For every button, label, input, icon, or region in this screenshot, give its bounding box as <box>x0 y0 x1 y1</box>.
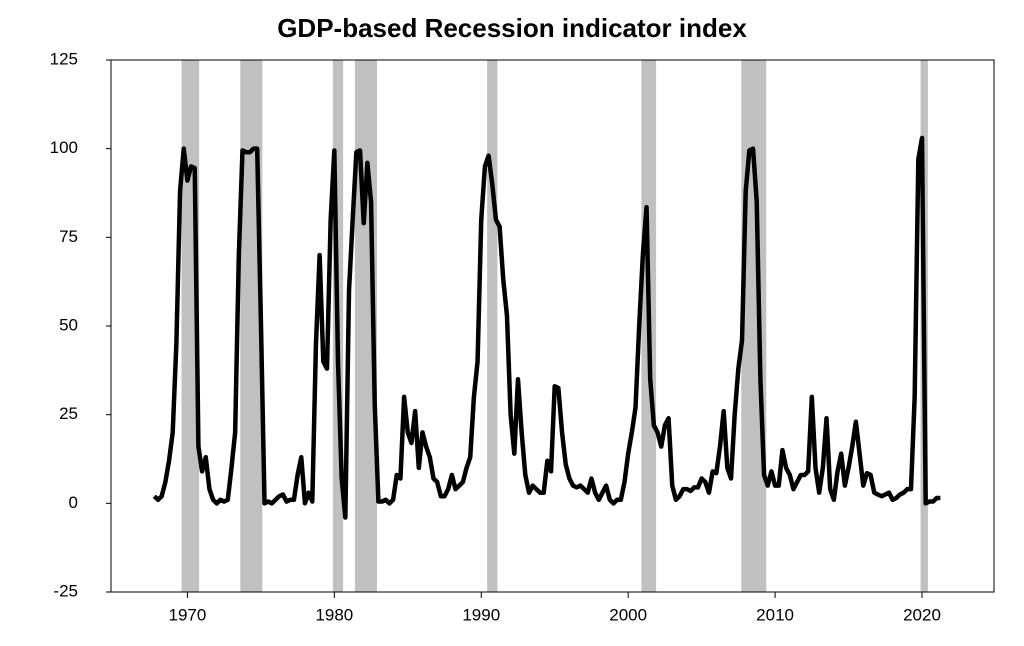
x-tick-label: 1980 <box>315 605 353 624</box>
recession-band <box>487 60 498 592</box>
x-tick-label: 2010 <box>756 605 794 624</box>
recession-band <box>741 60 767 592</box>
y-tick-label: -25 <box>53 581 78 600</box>
y-tick-label: 125 <box>50 49 78 68</box>
y-tick-label: 25 <box>59 404 78 423</box>
x-tick-label: 1970 <box>168 605 206 624</box>
x-tick-label: 2020 <box>903 605 941 624</box>
chart-title: GDP-based Recession indicator index <box>277 13 747 43</box>
y-tick-label: 75 <box>59 227 78 246</box>
x-tick-label: 1990 <box>462 605 500 624</box>
y-tick-label: 100 <box>50 138 78 157</box>
x-tick-label: 2000 <box>609 605 647 624</box>
y-tick-label: 50 <box>59 315 78 334</box>
data-line <box>152 135 941 520</box>
y-tick-label: 0 <box>69 493 78 512</box>
